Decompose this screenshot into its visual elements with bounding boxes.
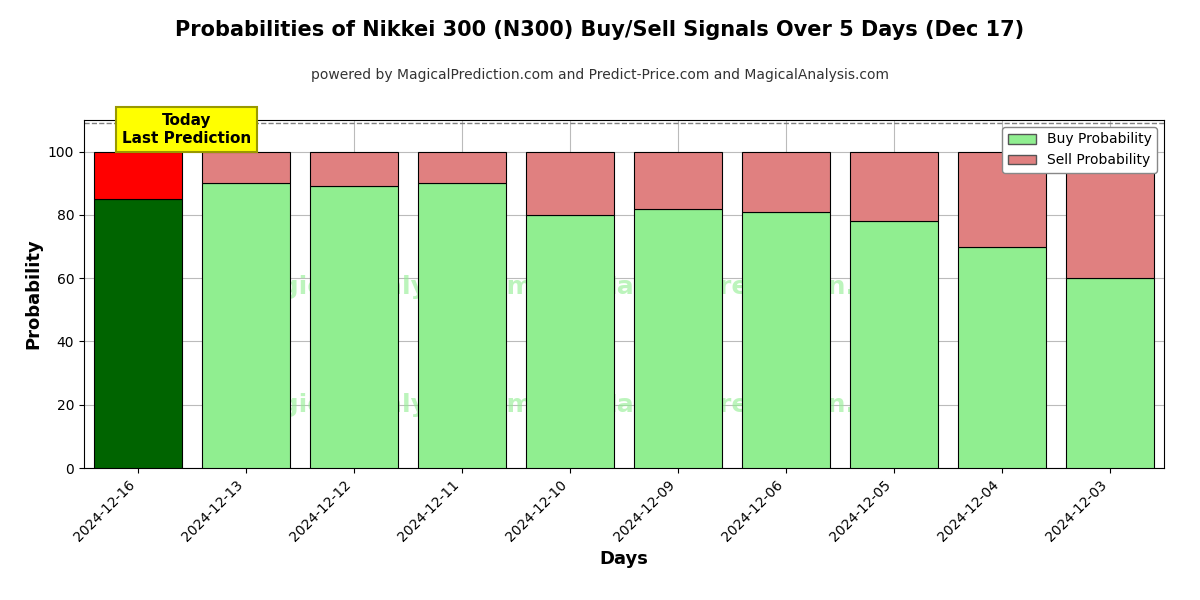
Bar xyxy=(202,183,290,468)
Bar xyxy=(1066,152,1154,278)
Text: Today
Last Prediction: Today Last Prediction xyxy=(122,113,251,146)
Bar xyxy=(958,247,1046,468)
Bar xyxy=(526,215,614,468)
Bar xyxy=(742,152,830,212)
Bar xyxy=(310,152,398,187)
Y-axis label: Probability: Probability xyxy=(24,239,42,349)
Bar xyxy=(526,152,614,215)
Bar xyxy=(1066,278,1154,468)
Text: MagicalPrediction.com: MagicalPrediction.com xyxy=(593,275,914,299)
Bar xyxy=(94,199,182,468)
Text: MagicalAnalysis.com: MagicalAnalysis.com xyxy=(240,275,533,299)
Bar xyxy=(742,212,830,468)
Bar xyxy=(634,152,722,209)
Bar xyxy=(418,152,506,183)
Bar xyxy=(850,152,938,221)
Legend: Buy Probability, Sell Probability: Buy Probability, Sell Probability xyxy=(1002,127,1157,173)
Bar xyxy=(310,187,398,468)
Text: MagicalPrediction.com: MagicalPrediction.com xyxy=(593,394,914,418)
Bar xyxy=(634,209,722,468)
X-axis label: Days: Days xyxy=(600,550,648,568)
Text: Probabilities of Nikkei 300 (N300) Buy/Sell Signals Over 5 Days (Dec 17): Probabilities of Nikkei 300 (N300) Buy/S… xyxy=(175,20,1025,40)
Bar xyxy=(958,152,1046,247)
Text: powered by MagicalPrediction.com and Predict-Price.com and MagicalAnalysis.com: powered by MagicalPrediction.com and Pre… xyxy=(311,68,889,82)
Bar xyxy=(94,152,182,199)
Text: MagicalAnalysis.com: MagicalAnalysis.com xyxy=(240,394,533,418)
Bar xyxy=(850,221,938,468)
Bar xyxy=(418,183,506,468)
Bar xyxy=(202,152,290,183)
